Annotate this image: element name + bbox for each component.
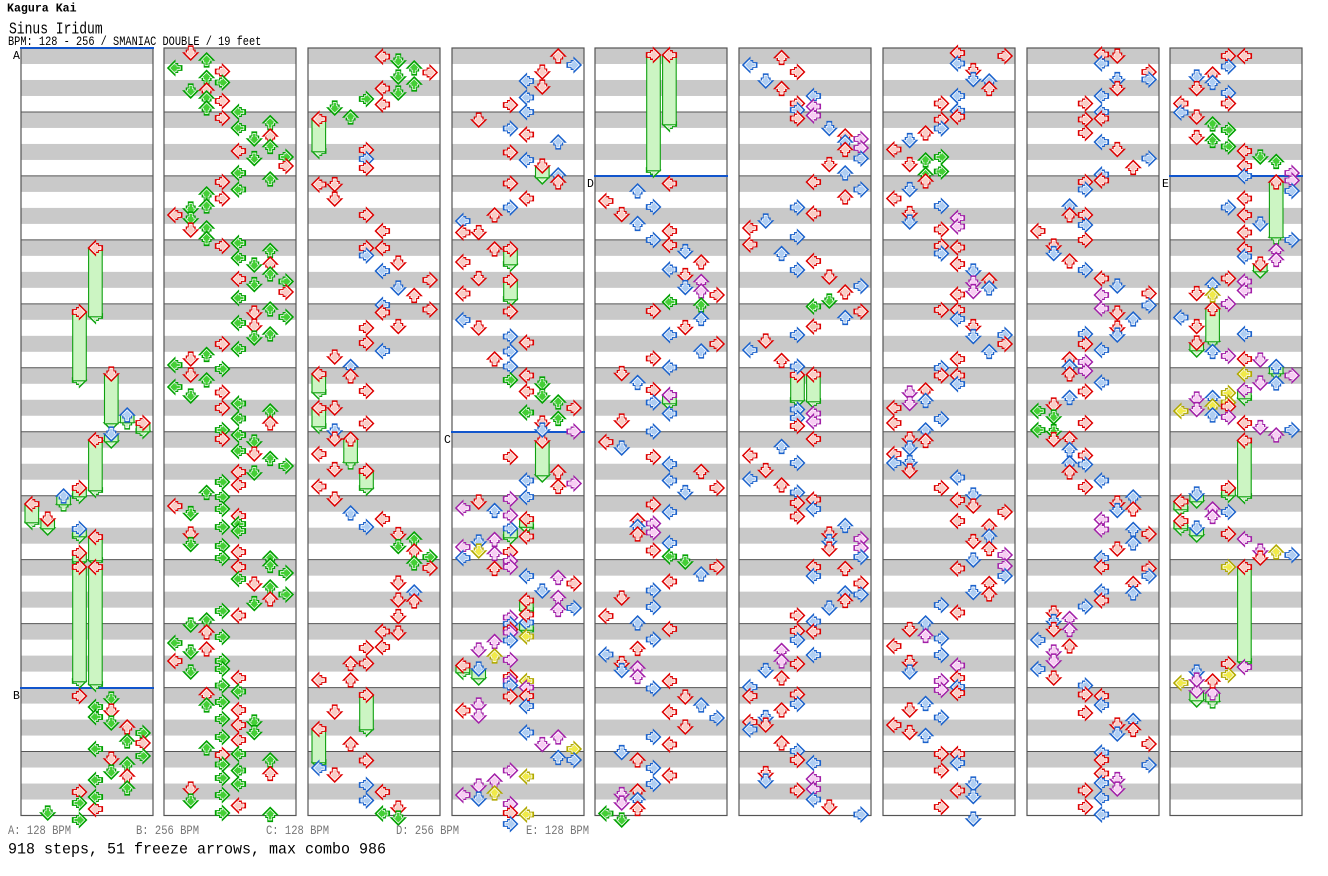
svg-text:B: B — [13, 690, 20, 703]
svg-text:E: E — [1162, 178, 1169, 191]
svg-text:C: C — [444, 434, 451, 447]
svg-text:D: D — [587, 178, 594, 191]
svg-text:A: A — [13, 50, 20, 63]
